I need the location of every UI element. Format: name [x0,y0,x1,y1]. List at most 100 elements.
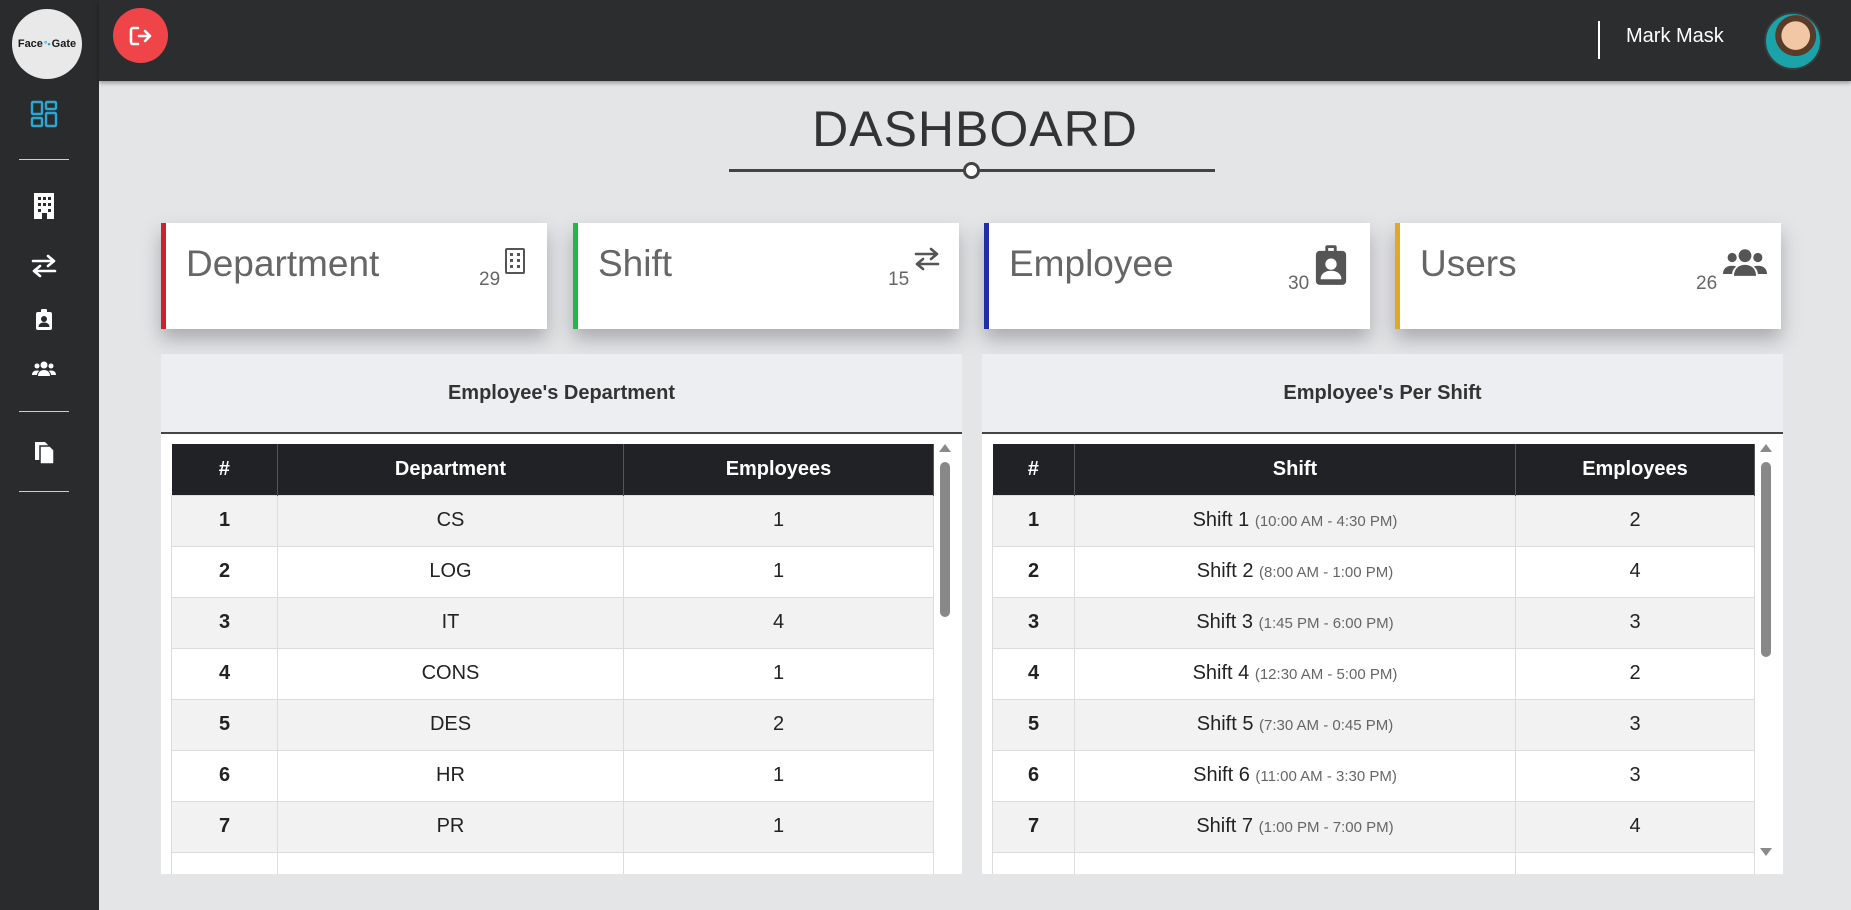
department-name: CONS [277,647,624,700]
card-label: Department [186,243,380,284]
table-row[interactable] [992,851,1755,874]
logo-text-left: Face [17,38,43,50]
column-header[interactable]: # [992,444,1075,495]
user-divider [1598,21,1600,59]
logo-dots: °• [43,39,51,49]
users-icon [32,361,56,376]
shift-name: Shift 6 [1193,764,1250,786]
department-name: CS [277,494,624,547]
department-name: IT [277,596,624,649]
row-number: 3 [171,596,278,649]
employee-count: 3 [1515,749,1755,802]
top-bar: Mark Mask [99,0,1851,81]
table-row[interactable]: 2 Shift 2 (8:00 AM - 1:00 PM) 4 [992,545,1755,598]
row-number: 5 [171,698,278,751]
user-name[interactable]: Mark Mask [1626,25,1724,47]
title-underline-dot [963,162,980,179]
card-label: Employee [1009,243,1174,284]
sidebar-item-reports[interactable] [0,440,88,464]
table-row[interactable] [171,851,934,874]
table-row[interactable]: 5 DES 2 [171,698,934,751]
table-header-row: # Shift Employees [992,444,1755,495]
face-gate-logo[interactable]: Face °• Gate [12,9,82,79]
row-number: 3 [992,596,1075,649]
scroll-up-arrow[interactable] [1760,444,1772,452]
scroll-up-arrow[interactable] [939,444,951,452]
table-row[interactable]: 5 Shift 5 (7:30 AM - 0:45 PM) 3 [992,698,1755,751]
table-row[interactable]: 4 CONS 1 [171,647,934,700]
logo-text-right: Gate [51,38,77,50]
table-row[interactable]: 6 HR 1 [171,749,934,802]
table-row[interactable]: 7 PR 1 [171,800,934,853]
sidebar-item-users[interactable] [0,361,88,377]
column-header[interactable]: # [171,444,278,495]
row-number: 1 [992,494,1075,547]
scroll-thumb[interactable] [1761,462,1771,657]
row-number: 6 [171,749,278,802]
shift-cell: Shift 4 (12:30 AM - 5:00 PM) [1074,647,1516,700]
column-header[interactable]: Shift [1074,444,1516,495]
panel-title: Employee's Per Shift [982,354,1783,434]
sidebar-item-employees[interactable] [0,309,88,331]
sidebar-item-departments[interactable] [0,192,88,220]
column-header[interactable]: Employees [1515,444,1755,495]
employee-count: 2 [1515,647,1755,700]
department-scrollbar[interactable] [938,444,952,856]
sidebar-item-shifts[interactable] [0,254,88,278]
department-name: LOG [277,545,624,598]
employee-count: 1 [623,494,934,547]
sidebar: Face °• Gate [0,0,99,910]
scroll-down-arrow[interactable] [1760,848,1772,856]
id-badge-icon [1315,245,1347,285]
shift-cell: Shift 1 (10:00 AM - 4:30 PM) [1074,494,1516,547]
department-name: PR [277,800,624,853]
row-number: 2 [992,545,1075,598]
row-number: 7 [992,800,1075,853]
scroll-thumb[interactable] [940,462,950,617]
shift-time: (7:30 AM - 0:45 PM) [1259,717,1394,734]
row-number: 4 [992,647,1075,700]
table-row[interactable]: 1 Shift 1 (10:00 AM - 4:30 PM) 2 [992,494,1755,547]
employee-card[interactable]: Employee 30 [984,223,1370,329]
table-row[interactable]: 7 Shift 7 (1:00 PM - 7:00 PM) 4 [992,800,1755,853]
building-icon [505,248,525,274]
table-row[interactable]: 1 CS 1 [171,494,934,547]
user-avatar[interactable] [1764,12,1822,70]
table-row[interactable]: 4 Shift 4 (12:30 AM - 5:00 PM) 2 [992,647,1755,700]
table-row[interactable]: 3 IT 4 [171,596,934,649]
sidebar-item-dashboard[interactable] [0,100,88,128]
shift-time: (11:00 AM - 3:30 PM) [1255,768,1397,785]
table-row[interactable]: 2 LOG 1 [171,545,934,598]
employee-count: 4 [1515,800,1755,853]
shift-cell: Shift 6 (11:00 AM - 3:30 PM) [1074,749,1516,802]
employee-department-panel: Employee's Department # Department Emplo… [161,354,962,874]
table-row[interactable]: 3 Shift 3 (1:45 PM - 6:00 PM) 3 [992,596,1755,649]
column-header[interactable]: Employees [623,444,934,495]
users-card[interactable]: Users 26 [1395,223,1781,329]
shift-card[interactable]: Shift 15 [573,223,959,329]
department-card[interactable]: Department 29 [161,223,547,329]
shift-time: (1:45 PM - 6:00 PM) [1258,615,1394,632]
shift-name: Shift 2 [1196,560,1254,582]
shift-scrollbar[interactable] [1759,444,1773,856]
logout-button[interactable] [113,8,168,63]
table-row[interactable]: 6 Shift 6 (11:00 AM - 3:30 PM) 3 [992,749,1755,802]
department-table: # Department Employees 1 CS 1 2 LOG 1 3 IT 4 4… [171,444,934,874]
shift-table: # Shift Employees 1 Shift 1 (10:00 AM - 4… [992,444,1755,874]
shift-name: Shift 1 [1192,509,1250,531]
exchange-icon [31,254,57,278]
column-header[interactable]: Department [277,444,624,495]
department-table-wrapper: # Department Employees 1 CS 1 2 LOG 1 3 IT 4 4… [171,444,934,874]
employee-count: 3 [1515,596,1755,649]
shift-time: (8:00 AM - 1:00 PM) [1259,564,1394,581]
sidebar-divider [19,411,69,412]
employee-count: 1 [623,749,934,802]
sign-out-icon [129,26,151,45]
employee-count: 1 [623,545,934,598]
employee-count: 2 [623,698,934,751]
table-header-row: # Department Employees [171,444,934,495]
users-icon [1723,249,1767,276]
sidebar-divider [19,491,69,492]
row-number: 4 [171,647,278,700]
row-number: 2 [171,545,278,598]
